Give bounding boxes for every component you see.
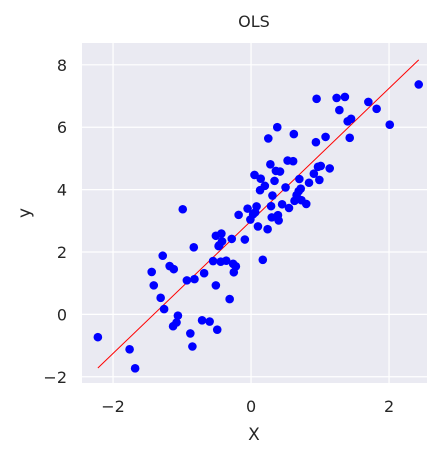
data-point — [266, 201, 276, 211]
data-point — [274, 216, 283, 225]
y-axis-label: y — [15, 208, 35, 218]
data-point — [178, 204, 188, 214]
data-point — [335, 105, 344, 115]
data-point — [250, 170, 259, 180]
data-point — [186, 329, 195, 338]
data-point — [234, 210, 243, 220]
data-point — [316, 161, 326, 171]
data-point — [295, 174, 304, 184]
data-point — [272, 122, 282, 132]
data-point — [189, 243, 199, 252]
data-point — [340, 92, 350, 102]
data-point — [227, 234, 237, 244]
data-point — [372, 104, 381, 114]
data-point — [231, 262, 241, 271]
y-tick-label: 8 — [57, 56, 67, 75]
y-tick-label: 4 — [57, 181, 67, 200]
data-point — [277, 199, 287, 209]
data-point — [208, 256, 218, 266]
data-point — [256, 174, 266, 183]
data-point — [260, 181, 270, 191]
data-point — [266, 160, 275, 169]
data-point — [385, 120, 395, 130]
x-axis-label: X — [248, 425, 260, 445]
data-point — [258, 255, 268, 265]
data-point — [149, 281, 159, 290]
data-point — [289, 129, 299, 139]
data-point — [250, 208, 260, 217]
data-point — [182, 276, 192, 285]
data-point — [309, 169, 319, 178]
y-tick-label: −2 — [43, 368, 67, 387]
data-point — [311, 137, 321, 147]
x-tick-label: 2 — [384, 397, 394, 416]
data-point — [212, 325, 222, 334]
y-tick-label: 6 — [57, 118, 67, 137]
data-point — [93, 332, 103, 342]
data-point — [346, 114, 356, 124]
data-point — [169, 264, 179, 274]
data-point — [172, 318, 181, 327]
data-point — [332, 93, 341, 103]
data-point — [301, 199, 311, 209]
data-point — [243, 204, 252, 213]
data-point — [205, 317, 214, 326]
data-point — [284, 203, 294, 213]
data-point — [325, 164, 335, 173]
data-point — [253, 222, 263, 231]
data-point — [268, 191, 277, 200]
y-tick-label: 2 — [57, 243, 67, 262]
data-point — [263, 224, 272, 234]
x-tick-label: 0 — [246, 397, 256, 416]
tick-labels: −2 0 2 −2 0 2 4 6 8 — [43, 56, 394, 416]
data-point — [264, 134, 273, 143]
data-point — [345, 133, 355, 143]
y-tick-label: 0 — [57, 305, 67, 324]
data-point — [156, 293, 165, 303]
data-point — [188, 342, 197, 351]
data-point — [158, 251, 168, 261]
data-point — [217, 237, 227, 246]
data-point — [125, 345, 134, 354]
data-point — [130, 364, 140, 373]
data-point — [281, 183, 290, 192]
data-point — [190, 274, 199, 284]
data-point — [240, 235, 250, 244]
scatter-points — [93, 80, 424, 373]
data-point — [270, 176, 279, 186]
data-point — [221, 256, 231, 266]
data-point — [414, 80, 424, 89]
data-point — [275, 167, 285, 176]
x-tick-label: −2 — [101, 397, 125, 416]
data-point — [296, 184, 306, 193]
data-point — [225, 294, 234, 304]
data-point — [364, 97, 373, 107]
chart-title: OLS — [238, 12, 270, 31]
data-point — [304, 178, 314, 188]
data-point — [321, 132, 330, 142]
data-point — [173, 311, 183, 320]
data-point — [211, 281, 221, 290]
data-point — [211, 231, 221, 241]
data-point — [159, 304, 169, 314]
data-point — [147, 267, 156, 277]
data-point — [197, 316, 207, 325]
data-point — [199, 268, 209, 278]
data-point — [315, 175, 324, 185]
data-point — [312, 94, 321, 104]
data-point — [283, 156, 292, 165]
